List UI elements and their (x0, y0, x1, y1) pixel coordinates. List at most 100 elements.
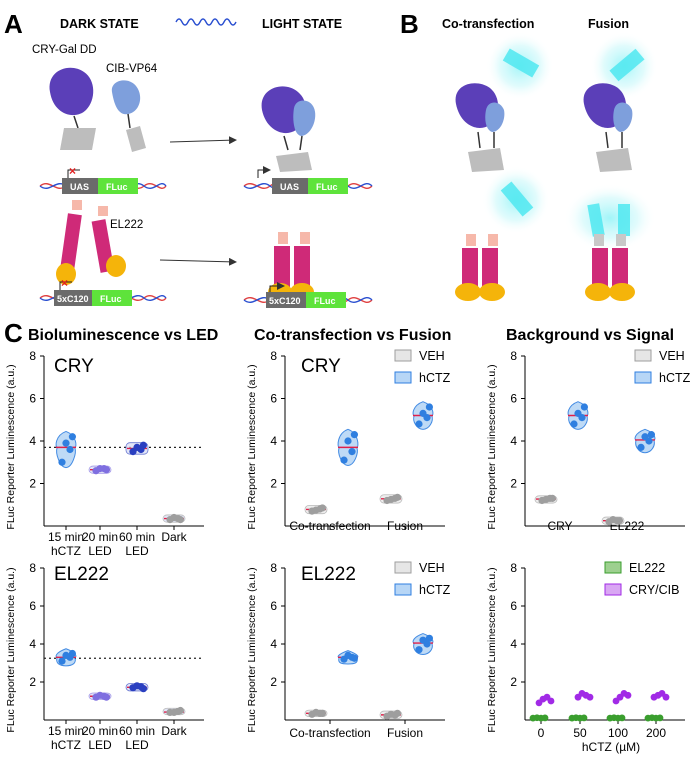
y-tick-label: 2 (29, 675, 36, 689)
data-point (312, 506, 320, 514)
x-axis-label: hCTZ (µM) (582, 740, 640, 754)
data-point (387, 710, 395, 718)
x-tick-label: hCTZ (51, 738, 81, 752)
x-tick-label: 60 min (119, 530, 155, 544)
col2-title: Co-transfection vs Fusion (254, 327, 451, 344)
legend-label: CRY/CIB (629, 583, 679, 597)
y-tick-label: 2 (510, 675, 517, 689)
data-point (96, 465, 104, 473)
data-point (641, 433, 649, 441)
y-tick-label: 4 (270, 637, 277, 651)
x-tick-label: hCTZ (51, 544, 81, 558)
light-wave-icon (175, 18, 237, 26)
x-tick-label: Dark (161, 530, 187, 544)
data-point (350, 431, 358, 439)
uas-reporter-construct-dark: UAS FLuc × (39, 164, 167, 194)
data-point (62, 651, 70, 660)
data-point (615, 517, 624, 525)
data-point (419, 409, 427, 417)
svg-text:5xC120: 5xC120 (57, 294, 89, 304)
fusion-header: Fusion (588, 17, 629, 31)
data-point (176, 706, 184, 715)
data-point (542, 495, 550, 504)
data-point (387, 495, 395, 504)
y-tick-label: 6 (510, 392, 517, 406)
data-point (548, 494, 557, 502)
y-tick-label: 4 (510, 434, 517, 448)
y-tick-label: 8 (29, 349, 36, 363)
data-point (62, 439, 70, 447)
data-point (547, 697, 555, 705)
cotransfection-header: Co-transfection (442, 17, 534, 31)
data-point (618, 714, 626, 722)
data-point (58, 657, 66, 665)
data-point (415, 420, 423, 428)
data-point (656, 714, 664, 722)
data-point (348, 448, 356, 456)
data-point (102, 466, 110, 474)
data-point (344, 651, 352, 660)
data-point (393, 709, 401, 717)
svg-text:FLuc: FLuc (316, 182, 338, 192)
x-tick-label: LED (125, 738, 149, 752)
col3-title: Background vs Signal (506, 327, 674, 344)
uas-reporter-construct-light: UAS FLuc (243, 166, 373, 194)
y-tick-label: 8 (270, 349, 277, 363)
data-point (68, 649, 76, 658)
y-tick-label: 6 (29, 599, 36, 613)
data-point (312, 708, 320, 717)
chart-title: EL222 (54, 564, 109, 585)
y-tick-label: 4 (29, 637, 36, 651)
x-tick-label: 100 (608, 726, 628, 740)
y-tick-label: 4 (29, 434, 36, 448)
legend-swatch (634, 371, 652, 384)
legend-label: hCTZ (659, 371, 690, 385)
chart-3: 2 4 6 8 FLuc Reporter Luminescence (a.u.) CRY… (246, 349, 451, 533)
violin (55, 430, 77, 469)
cotransfection-el222-icon (455, 166, 550, 301)
chart-2: 2 4 6 8 FLuc Reporter Luminescence (a.u.) EL2… (5, 561, 204, 752)
cotransfection-cry-icon (455, 32, 554, 172)
legend-label: VEH (419, 349, 445, 363)
y-tick-label: 2 (270, 675, 277, 689)
x-tick-label: 20 min (82, 724, 118, 738)
x-tick-label: 60 min (119, 724, 155, 738)
x-tick-label: Co-transfection (289, 726, 370, 740)
cib-vp64-label: CIB-VP64 (106, 63, 158, 75)
data-point (170, 513, 178, 522)
y-tick-label: 8 (270, 561, 277, 575)
data-point (415, 646, 423, 654)
y-tick-label: 2 (29, 477, 36, 491)
x-tick-label: LED (125, 544, 149, 558)
y-tick-label: 4 (270, 434, 277, 448)
y-tick-label: 2 (270, 477, 277, 491)
y-tick-label: 8 (510, 561, 517, 575)
arrow-dark-to-light-cry (169, 136, 237, 145)
y-axis-label: FLuc Reporter Luminescence (a.u.) (246, 364, 258, 529)
col1-title: Bioluminescence vs LED (28, 327, 218, 344)
y-axis-label: FLuc Reporter Luminescence (a.u.) (486, 567, 498, 732)
data-point (133, 443, 141, 451)
y-tick-label: 6 (29, 392, 36, 406)
data-point (66, 445, 74, 454)
data-point (425, 403, 433, 411)
chart-title: CRY (301, 356, 341, 377)
panel-letter-a: A (4, 9, 23, 39)
svg-text:FLuc: FLuc (100, 294, 122, 304)
data-point (662, 693, 670, 701)
data-point (425, 634, 433, 642)
svg-text:FLuc: FLuc (106, 182, 128, 192)
panel-letter-b: B (400, 9, 419, 39)
cry-gal-label: CRY-Gal DD (32, 44, 97, 56)
data-point (318, 709, 326, 717)
data-point (139, 441, 147, 449)
data-point (170, 708, 178, 717)
data-point (96, 691, 104, 699)
svg-text:5xC120: 5xC120 (269, 296, 301, 306)
svg-text:×: × (69, 164, 76, 178)
data-point (68, 433, 76, 441)
y-tick-label: 8 (510, 349, 517, 363)
x-tick-label: LED (88, 544, 112, 558)
